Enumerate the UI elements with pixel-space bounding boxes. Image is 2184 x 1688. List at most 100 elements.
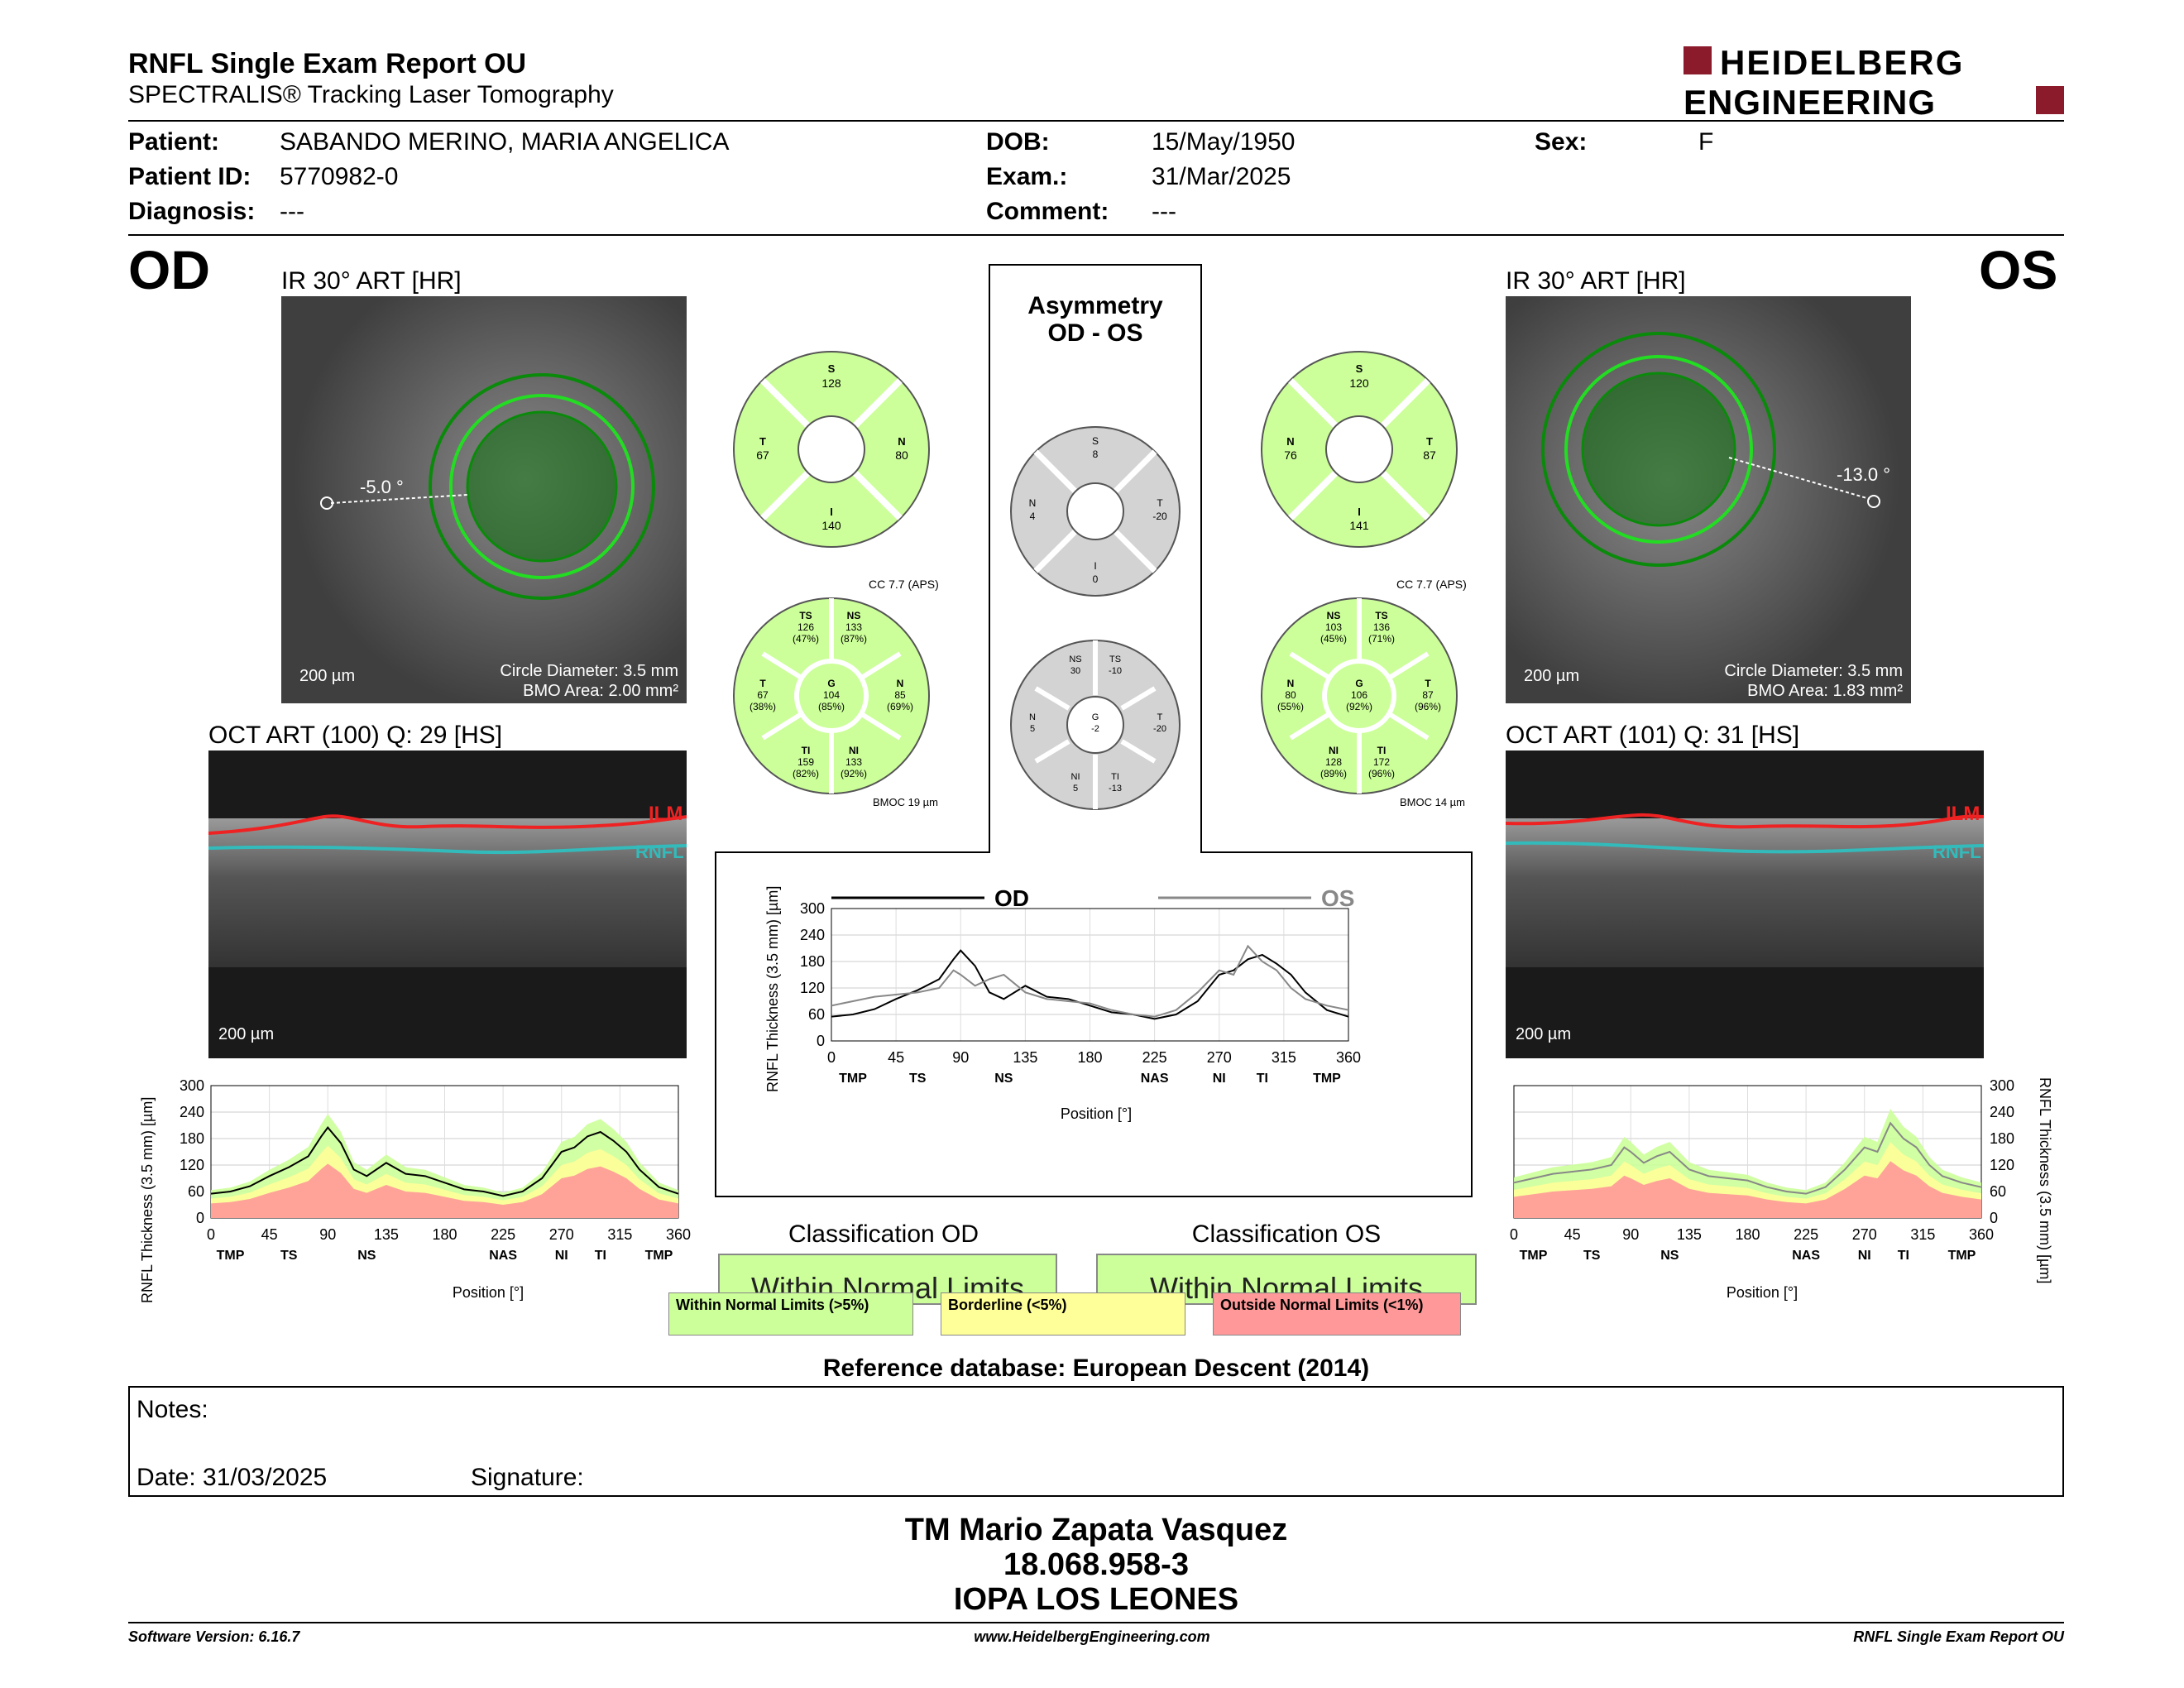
svg-text:-20: -20 bbox=[1153, 724, 1166, 734]
svg-text:8: 8 bbox=[1093, 448, 1099, 460]
svg-text:(96%): (96%) bbox=[1368, 768, 1395, 779]
sector-label: NAS bbox=[489, 1249, 517, 1263]
patient-id-label: Patient ID: bbox=[128, 163, 251, 190]
svg-text:120: 120 bbox=[1349, 376, 1369, 390]
sector-label: TMP bbox=[217, 1249, 245, 1263]
svg-text:T: T bbox=[1426, 435, 1433, 448]
svg-text:N: N bbox=[1029, 712, 1036, 722]
svg-text:I: I bbox=[830, 506, 833, 518]
y-tick-label: 180 bbox=[800, 953, 825, 970]
exam-value: 31/Mar/2025 bbox=[1152, 163, 1291, 190]
svg-text:NI: NI bbox=[849, 745, 859, 756]
svg-text:(71%): (71%) bbox=[1368, 633, 1395, 645]
svg-text:TS: TS bbox=[1375, 610, 1387, 621]
patient-name: SABANDO MERINO, MARIA ANGELICA bbox=[280, 128, 730, 156]
x-tick-label: 270 bbox=[1207, 1049, 1232, 1066]
svg-text:85: 85 bbox=[894, 689, 906, 701]
report-title: RNFL Single Exam Report OU bbox=[128, 48, 527, 79]
svg-text:NI: NI bbox=[1071, 772, 1080, 782]
svg-text:S: S bbox=[1356, 362, 1363, 375]
y-tick-label: 240 bbox=[1990, 1104, 2014, 1120]
os-eye-label: OS bbox=[1979, 239, 2058, 300]
svg-text:103: 103 bbox=[1325, 621, 1342, 633]
legend-od: OD bbox=[994, 885, 1029, 911]
x-tick-label: 90 bbox=[952, 1049, 969, 1066]
main-xlabel: Position [°] bbox=[1061, 1105, 1132, 1122]
svg-text:I: I bbox=[1094, 560, 1096, 572]
main-rnfl-chart: OD OS 0 60 120 180 240 300 0 45 90 135 180 225 270 31… bbox=[764, 885, 1361, 1122]
y-tick-label: 240 bbox=[180, 1104, 204, 1120]
dob-label: DOB: bbox=[986, 128, 1050, 156]
x-tick-label: 360 bbox=[1336, 1049, 1361, 1066]
svg-text:-2: -2 bbox=[1091, 724, 1099, 734]
y-tick-label: 180 bbox=[180, 1130, 204, 1147]
x-tick-label: 0 bbox=[1510, 1226, 1518, 1243]
svg-text:RNFL: RNFL bbox=[635, 842, 684, 862]
legend-wnl: Within Normal Limits (>5%) bbox=[668, 1292, 913, 1336]
sector-label: NI bbox=[1213, 1072, 1226, 1086]
os-bmo-area: BMO Area: 1.83 mm² bbox=[1747, 682, 1903, 700]
svg-text:(96%): (96%) bbox=[1415, 701, 1441, 712]
os-oct-title: OCT ART (101) Q: 31 [HS] bbox=[1506, 722, 1800, 749]
y-tick-label: 60 bbox=[808, 1006, 825, 1023]
od-scan-circle: -5.0 ° bbox=[320, 373, 655, 600]
od-eye-label: OD bbox=[128, 239, 210, 300]
notes-signature: Signature: bbox=[471, 1464, 584, 1491]
sector-label: NS bbox=[357, 1249, 376, 1263]
od-profile-xlabel: Position [°] bbox=[453, 1284, 524, 1301]
x-tick-label: 180 bbox=[1735, 1226, 1760, 1243]
footer-report-name: RNFL Single Exam Report OU bbox=[1853, 1628, 2064, 1645]
od-circle-diameter: Circle Diameter: 3.5 mm bbox=[500, 662, 678, 680]
svg-text:N: N bbox=[898, 435, 905, 448]
x-tick-label: 270 bbox=[549, 1226, 574, 1243]
svg-text:(92%): (92%) bbox=[841, 768, 867, 779]
x-tick-label: 45 bbox=[888, 1049, 904, 1066]
diagnosis-label: Diagnosis: bbox=[128, 198, 256, 225]
svg-text:67: 67 bbox=[757, 689, 769, 701]
sector-label: TI bbox=[1898, 1249, 1909, 1263]
notes-label: Notes: bbox=[136, 1396, 208, 1423]
svg-text:ILM: ILM bbox=[649, 803, 682, 825]
os-fundus-image: -13.0 ° 200 µm Circle Diameter: 3.5 mm B… bbox=[1506, 296, 1911, 703]
sector-label: NI bbox=[1858, 1249, 1871, 1263]
comment-value: --- bbox=[1152, 198, 1176, 225]
svg-text:T: T bbox=[759, 678, 766, 689]
normative-band bbox=[211, 1163, 678, 1218]
svg-text:TI: TI bbox=[802, 745, 811, 756]
svg-text:TI: TI bbox=[1111, 772, 1119, 782]
x-tick-label: 0 bbox=[207, 1226, 215, 1243]
svg-text:141: 141 bbox=[1349, 519, 1369, 532]
od-bmoc-label: BMOC 19 µm bbox=[873, 796, 939, 808]
svg-text:5: 5 bbox=[1073, 784, 1078, 794]
x-tick-label: 135 bbox=[374, 1226, 399, 1243]
asymmetry-subtitle: OD - OS bbox=[1047, 319, 1143, 347]
heidelberg-logo: HEIDELBERG ENGINEERING bbox=[1684, 43, 2064, 119]
od-oct-image: ILM RNFL 200 µm bbox=[208, 750, 687, 1058]
os-oct-image: ILM RNFL 200 µm bbox=[1506, 750, 1984, 1058]
reference-database: Reference database: European Descent (20… bbox=[822, 1355, 1370, 1382]
svg-text:(92%): (92%) bbox=[1346, 701, 1372, 712]
sector-label: TMP bbox=[1948, 1249, 1976, 1263]
svg-text:ENGINEERING: ENGINEERING bbox=[1684, 83, 1936, 119]
os-sector6-chart: NS 103 (45%) TS 136 (71%) N 80 (55%) G 1… bbox=[1261, 597, 1458, 794]
svg-text:(45%): (45%) bbox=[1320, 633, 1347, 645]
svg-text:126: 126 bbox=[797, 621, 814, 633]
os-scan-circle: -13.0 ° bbox=[1541, 332, 1890, 567]
patient-label: Patient: bbox=[128, 128, 220, 156]
notes-date: Date: 31/03/2025 bbox=[136, 1464, 328, 1491]
svg-text:(55%): (55%) bbox=[1277, 701, 1304, 712]
svg-text:172: 172 bbox=[1373, 756, 1390, 768]
svg-text:(85%): (85%) bbox=[818, 701, 845, 712]
svg-text:ILM: ILM bbox=[1946, 803, 1980, 825]
sector-label: NS bbox=[994, 1072, 1013, 1086]
svg-text:76: 76 bbox=[1284, 448, 1297, 462]
svg-text:-13: -13 bbox=[1109, 784, 1122, 794]
footer-url[interactable]: www.HeidelbergEngineering.com bbox=[974, 1628, 1210, 1645]
sector-label: TI bbox=[1257, 1072, 1268, 1086]
svg-text:-20: -20 bbox=[1152, 511, 1167, 522]
svg-text:G: G bbox=[827, 678, 835, 689]
dob-value: 15/May/1950 bbox=[1152, 128, 1296, 156]
svg-text:S: S bbox=[828, 362, 836, 375]
signer-name: TM Mario Zapata Vasquez bbox=[904, 1513, 1288, 1547]
svg-text:-5.0 °: -5.0 ° bbox=[360, 477, 404, 497]
